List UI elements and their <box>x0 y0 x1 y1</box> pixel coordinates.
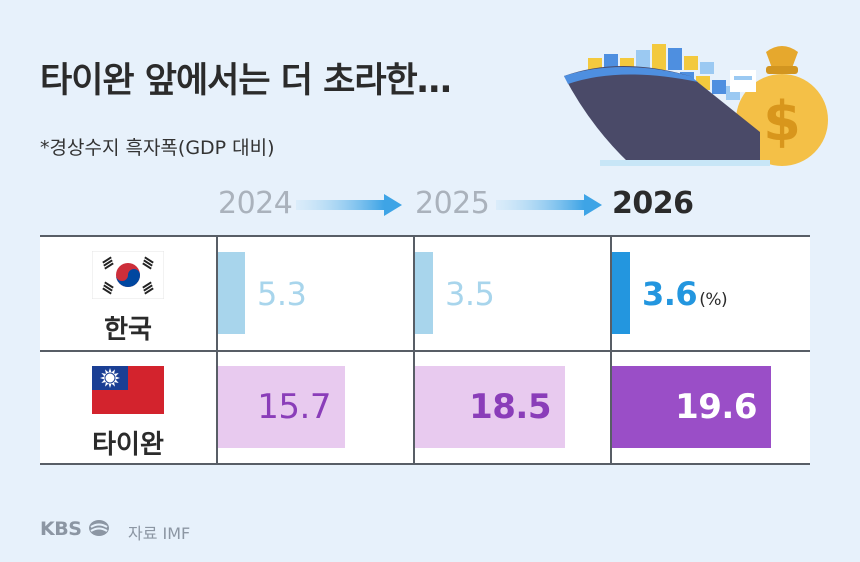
kbs-logo: KBS <box>40 518 110 540</box>
cargo-ship-icon: $ <box>564 44 828 166</box>
country-label-taiwan: 타이완 <box>92 430 164 460</box>
year-2026: 2026 <box>612 186 694 221</box>
bar-taiwan-2024 <box>218 366 345 448</box>
value-korea-2026-number: 3.6 <box>642 275 698 313</box>
bar-korea-2024 <box>218 252 245 334</box>
arrow-right-icon <box>296 194 402 216</box>
bar-taiwan-2025 <box>415 366 565 448</box>
taiwan-flag-icon <box>92 366 164 414</box>
svg-text:$: $ <box>763 90 801 153</box>
bar-korea-2025 <box>415 252 433 334</box>
value-korea-2026: 3.6 (%) <box>642 275 728 313</box>
value-taiwan-2025: 18.5 <box>469 387 551 427</box>
value-korea-2024: 5.3 <box>257 275 307 313</box>
chart-subtitle: *경상수지 흑자폭(GDP 대비) <box>40 137 275 159</box>
bar-taiwan-2026 <box>612 366 771 448</box>
page-title: 타이완 앞에서는 더 초라한… <box>40 61 452 101</box>
arrow-right-icon <box>496 194 602 216</box>
value-korea-2025: 3.5 <box>445 275 495 313</box>
unit-label: (%) <box>699 290 728 310</box>
value-taiwan-2026: 19.6 <box>675 387 757 427</box>
comparison-table: 한국 5.3 3.5 3.6 (%) 타이완 <box>40 235 810 465</box>
kbs-logo-icon <box>88 520 109 536</box>
value-taiwan-2024: 15.7 <box>257 387 331 427</box>
country-label-korea: 한국 <box>104 315 152 345</box>
year-2025: 2025 <box>415 186 490 221</box>
bar-korea-2026 <box>612 252 630 334</box>
korea-flag-icon <box>92 251 164 299</box>
kbs-logo-text: KBS <box>40 518 82 540</box>
year-2024: 2024 <box>218 186 293 221</box>
source-label: 자료 IMF <box>128 524 191 543</box>
